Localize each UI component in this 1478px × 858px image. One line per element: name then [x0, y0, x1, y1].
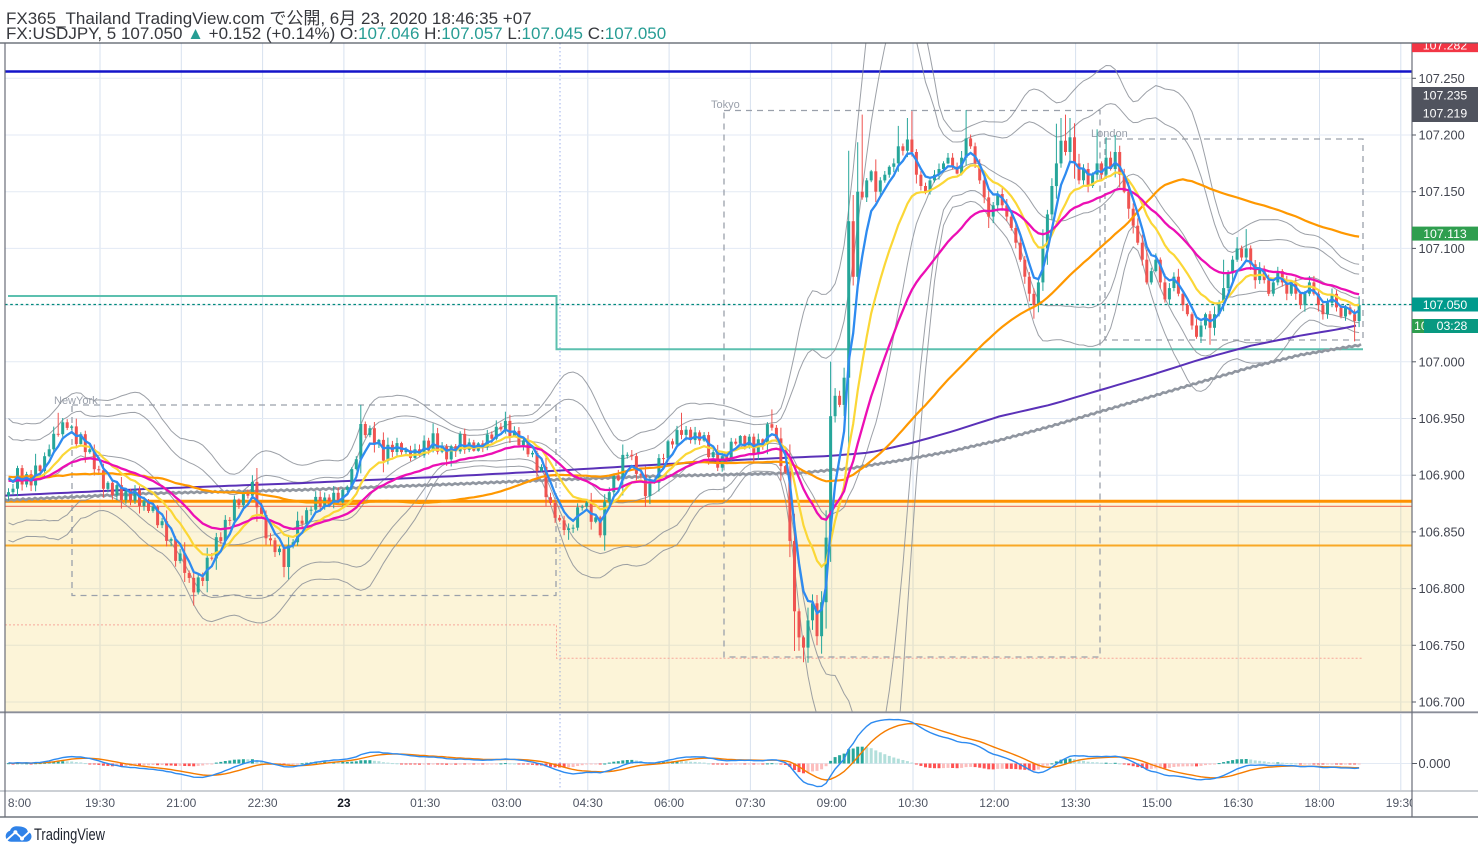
svg-text:16:30: 16:30: [1223, 796, 1253, 810]
svg-text:Tokyo: Tokyo: [711, 99, 740, 111]
svg-text:107.282: 107.282: [1423, 39, 1468, 53]
svg-text:23: 23: [337, 796, 351, 810]
svg-text:09:00: 09:00: [817, 796, 847, 810]
svg-text:London: London: [1091, 128, 1128, 140]
svg-text:21:00: 21:00: [166, 796, 196, 810]
svg-text:04:30: 04:30: [573, 796, 603, 810]
svg-text:0.000: 0.000: [1419, 756, 1451, 771]
svg-text:107.219: 107.219: [1423, 107, 1468, 121]
svg-text:106.900: 106.900: [1419, 468, 1465, 483]
svg-text:107.150: 107.150: [1419, 184, 1465, 199]
svg-text:03:28: 03:28: [1437, 319, 1468, 333]
svg-text:03:00: 03:00: [491, 796, 521, 810]
svg-text:12:00: 12:00: [979, 796, 1009, 810]
svg-text:06:00: 06:00: [654, 796, 684, 810]
svg-text:NewYork: NewYork: [54, 395, 98, 407]
svg-text:107.100: 107.100: [1419, 241, 1465, 256]
svg-text:19:30: 19:30: [85, 796, 115, 810]
svg-text:107.050: 107.050: [1423, 298, 1468, 312]
svg-text:106.800: 106.800: [1419, 581, 1465, 596]
svg-text:TradingView: TradingView: [34, 826, 105, 844]
svg-text:8:00: 8:00: [8, 796, 32, 810]
svg-text:107.250: 107.250: [1419, 71, 1465, 86]
svg-text:106.750: 106.750: [1419, 638, 1465, 653]
svg-text:106.950: 106.950: [1419, 411, 1465, 426]
svg-text:19:30: 19:30: [1386, 796, 1416, 810]
svg-text:13:30: 13:30: [1061, 796, 1091, 810]
svg-text:10:30: 10:30: [898, 796, 928, 810]
svg-text:107.235: 107.235: [1423, 89, 1468, 103]
svg-text:106.850: 106.850: [1419, 524, 1465, 539]
svg-text:15:00: 15:00: [1142, 796, 1172, 810]
svg-text:18:00: 18:00: [1304, 796, 1334, 810]
svg-text:01:30: 01:30: [410, 796, 440, 810]
svg-text:22:30: 22:30: [248, 796, 278, 810]
svg-text:107.200: 107.200: [1419, 128, 1465, 143]
svg-text:107.113: 107.113: [1423, 227, 1467, 241]
svg-text:107.000: 107.000: [1419, 354, 1465, 369]
svg-text:07:30: 07:30: [735, 796, 765, 810]
svg-text:106.700: 106.700: [1419, 695, 1465, 710]
